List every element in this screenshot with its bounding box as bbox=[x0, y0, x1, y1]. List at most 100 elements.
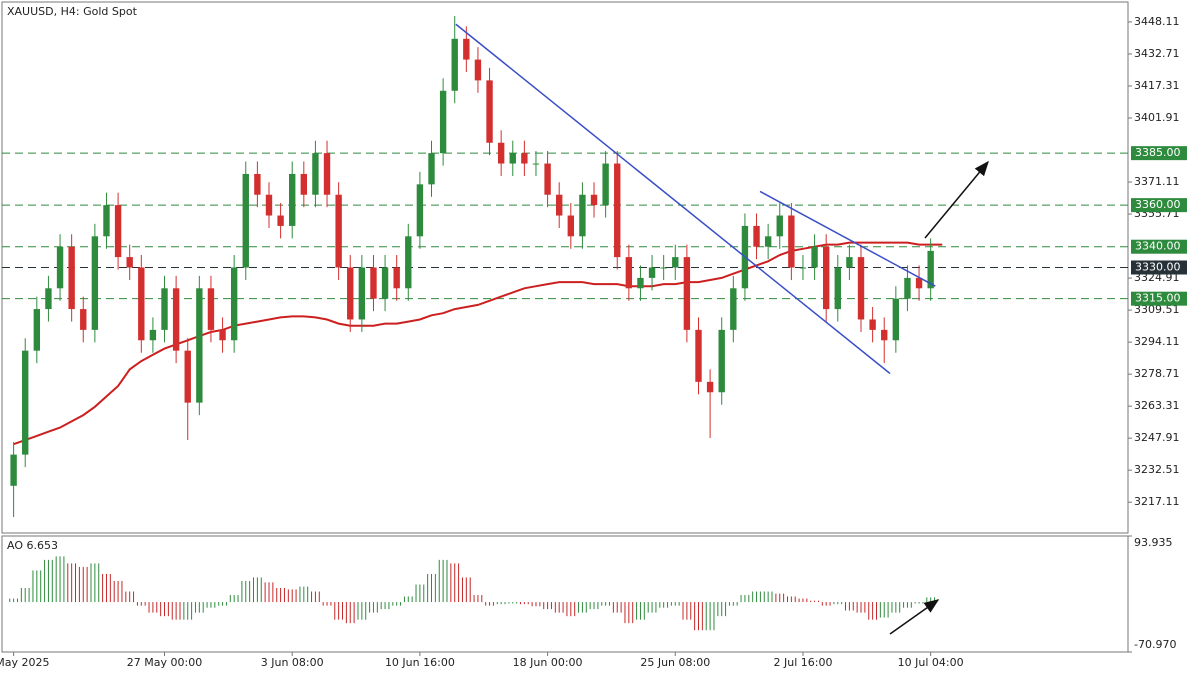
candle-body bbox=[289, 173, 296, 226]
candle-body bbox=[718, 329, 725, 393]
candle-body bbox=[822, 246, 830, 310]
candle-body bbox=[509, 153, 516, 164]
candle-body bbox=[532, 163, 540, 165]
level-label: 3385.00 bbox=[1135, 146, 1181, 159]
candle-body bbox=[56, 246, 64, 289]
x-tick-label: 10 Jun 16:00 bbox=[385, 656, 455, 669]
candle-body bbox=[799, 267, 807, 269]
candle-body bbox=[207, 288, 215, 330]
trendline bbox=[455, 23, 891, 375]
candle-body bbox=[370, 267, 377, 299]
level-tag bbox=[1131, 146, 1187, 161]
candle-body bbox=[567, 215, 574, 237]
candle-body bbox=[648, 267, 656, 278]
candle-body bbox=[91, 236, 99, 330]
candle-body bbox=[277, 215, 284, 226]
candle-body bbox=[22, 350, 29, 455]
candle-body bbox=[695, 329, 702, 382]
candle-body bbox=[126, 257, 133, 268]
candle-body bbox=[892, 298, 900, 341]
candle-body bbox=[834, 267, 841, 310]
candle-body bbox=[660, 267, 667, 269]
candle-body bbox=[68, 246, 75, 310]
candle-body bbox=[149, 329, 157, 341]
candle-body bbox=[672, 257, 679, 268]
x-tick-label: 2 Jul 16:00 bbox=[773, 656, 832, 669]
level-label: 3360.00 bbox=[1135, 198, 1181, 211]
candle-body bbox=[381, 267, 389, 299]
candle-body bbox=[439, 90, 447, 154]
trendline bbox=[759, 190, 936, 287]
candle-body bbox=[393, 267, 400, 289]
level-label: 3330.00 bbox=[1135, 261, 1181, 274]
candle-body bbox=[184, 350, 191, 403]
candle-body bbox=[428, 153, 435, 185]
moving-average bbox=[13, 241, 943, 446]
candle-body bbox=[706, 381, 714, 393]
y-tick-label: 3401.91 bbox=[1134, 111, 1180, 124]
candle-body bbox=[45, 288, 52, 310]
candle-body bbox=[927, 250, 934, 289]
candle-body bbox=[33, 309, 41, 351]
y-tick-label: 3278.71 bbox=[1134, 367, 1180, 380]
candle-body bbox=[242, 173, 249, 268]
candle-body bbox=[753, 225, 760, 247]
y-tick-label: 3417.31 bbox=[1134, 79, 1180, 92]
y-tick-label: 93.935 bbox=[1134, 536, 1173, 549]
x-tick-label: 25 Jun 08:00 bbox=[640, 656, 710, 669]
candle-body bbox=[10, 454, 17, 486]
candle-body bbox=[637, 277, 644, 289]
y-tick-label: 3309.51 bbox=[1134, 303, 1180, 316]
candle-body bbox=[904, 277, 911, 299]
candle-body bbox=[625, 257, 633, 289]
candle-body bbox=[788, 215, 795, 268]
ao-label: AO 6.653 bbox=[7, 539, 58, 552]
candle-body bbox=[602, 163, 609, 206]
candle-body bbox=[416, 184, 424, 237]
candle-body bbox=[358, 267, 366, 320]
candle-body bbox=[915, 277, 923, 289]
candle-body bbox=[80, 309, 87, 330]
y-tick-label: 3448.11 bbox=[1134, 15, 1180, 28]
level-tag bbox=[1131, 260, 1187, 275]
candle-body bbox=[521, 153, 528, 164]
y-tick-label: 3371.11 bbox=[1134, 175, 1180, 188]
candle-body bbox=[347, 267, 354, 320]
arrow bbox=[924, 160, 989, 239]
candle-body bbox=[335, 194, 342, 268]
candle-body bbox=[590, 194, 598, 206]
candle-body bbox=[219, 329, 226, 341]
level-tag bbox=[1131, 198, 1187, 213]
candle-body bbox=[463, 38, 470, 60]
candle-body bbox=[254, 173, 261, 195]
candle-body bbox=[138, 267, 145, 341]
y-tick-label: 3432.71 bbox=[1134, 47, 1180, 60]
candle-body bbox=[846, 257, 853, 268]
candle-body bbox=[300, 173, 308, 195]
candle-body bbox=[474, 59, 482, 81]
x-tick-label: 19 May 2025 bbox=[0, 656, 49, 669]
candle-body bbox=[172, 288, 180, 351]
candle-body bbox=[312, 153, 319, 195]
candle-body bbox=[103, 205, 110, 237]
y-tick-label: -70.970 bbox=[1134, 638, 1176, 651]
y-tick-label: 3294.11 bbox=[1134, 335, 1180, 348]
candle-body bbox=[683, 257, 691, 330]
candle-body bbox=[323, 153, 331, 195]
candle-body bbox=[114, 205, 122, 258]
x-tick-label: 18 Jun 00:00 bbox=[513, 656, 583, 669]
level-tag bbox=[1131, 291, 1187, 306]
candle-body bbox=[776, 215, 783, 237]
candle-body bbox=[881, 329, 888, 341]
candle-body bbox=[265, 194, 273, 216]
candle-body bbox=[544, 163, 551, 195]
y-tick-label: 3217.11 bbox=[1134, 495, 1180, 508]
x-tick-label: 10 Jul 04:00 bbox=[898, 656, 964, 669]
candle-body bbox=[556, 194, 563, 216]
candle-body bbox=[230, 267, 238, 341]
level-tag bbox=[1131, 239, 1187, 254]
candle-body bbox=[486, 80, 493, 143]
candle-body bbox=[614, 163, 621, 258]
chart-title: XAUUSD, H4: Gold Spot bbox=[7, 5, 138, 18]
